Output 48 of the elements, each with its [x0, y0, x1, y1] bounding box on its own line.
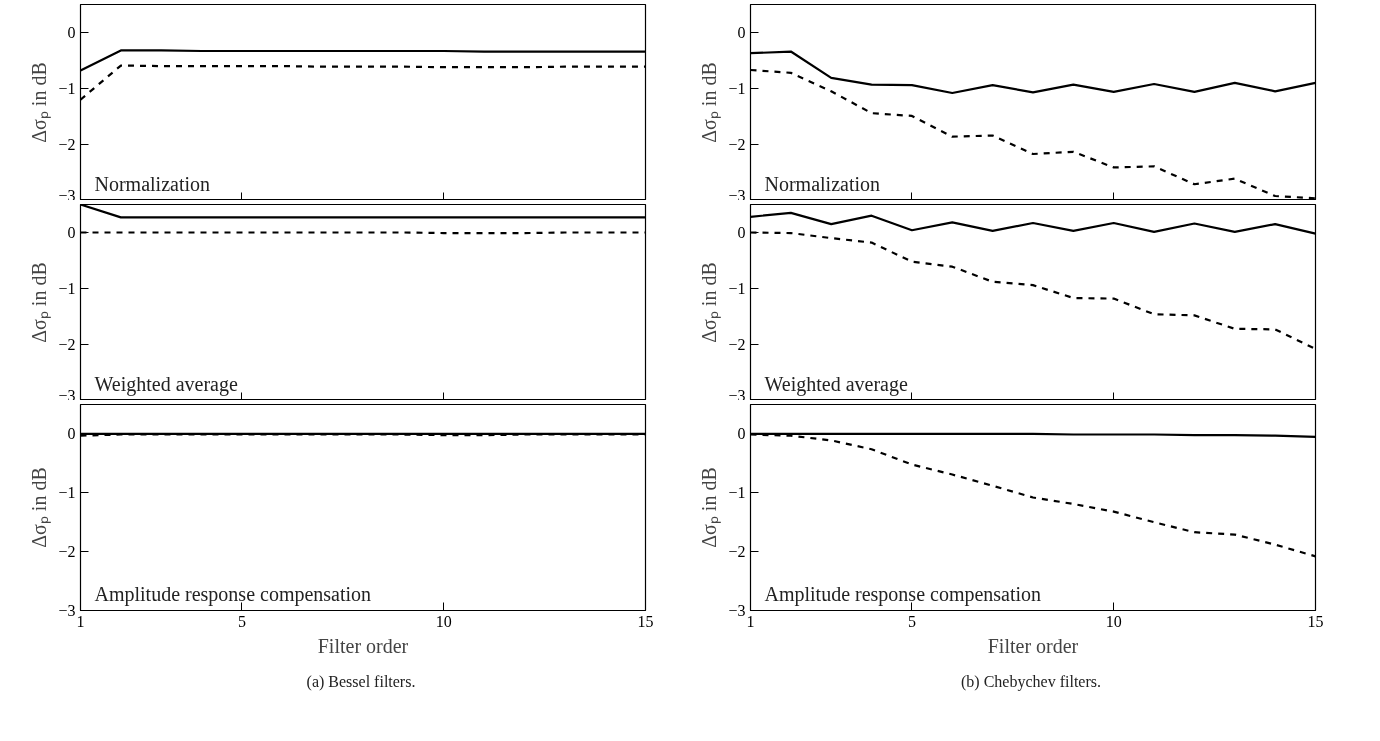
y-tick-label: −1: [728, 280, 746, 297]
text: (b) Chebychev filters.: [961, 672, 1101, 691]
y-tick-label: 0: [67, 24, 76, 41]
y-axis-title: Δσₚ in dB: [28, 62, 52, 143]
x-tick-label: 1: [746, 612, 755, 630]
y-tick-label: 0: [67, 224, 76, 241]
y-tick-label: −1: [58, 484, 76, 502]
y-tick-label: −3: [728, 602, 746, 619]
x-tick-label: 5: [237, 612, 246, 630]
x-tick-label: 5: [907, 612, 916, 630]
text: Weighted average: [94, 372, 238, 396]
text: (a) Bessel filters.: [306, 672, 416, 691]
x-axis-title: Filter order: [987, 634, 1079, 657]
text: Normalization: [764, 172, 881, 195]
text: Normalization: [94, 172, 211, 195]
y-tick-label: 0: [737, 24, 746, 41]
y-axis-title: Δσₚ in dB: [698, 62, 722, 143]
x-tick-label: 1: [76, 612, 85, 630]
x-axis-title: Filter order: [317, 634, 409, 657]
y-tick-label: −1: [728, 484, 746, 502]
y-tick-label: −2: [728, 543, 746, 561]
y-tick-label: −3: [728, 386, 746, 404]
y-tick-label: −1: [58, 280, 76, 297]
y-tick-label: 0: [737, 425, 746, 443]
y-tick-label: −2: [58, 543, 76, 561]
y-tick-label: −3: [58, 602, 76, 619]
y-axis-title: Δσₚ in dB: [28, 262, 52, 343]
y-tick-label: −3: [58, 386, 76, 404]
y-axis-title: Δσₚ in dB: [698, 467, 722, 548]
y-tick-label: −2: [58, 136, 76, 153]
y-tick-label: −2: [58, 336, 76, 353]
text: Amplitude response compensation: [764, 582, 1042, 606]
y-tick-label: −3: [58, 186, 76, 204]
text: Amplitude response compensation: [94, 582, 372, 606]
y-tick-label: 0: [67, 425, 76, 443]
x-tick-label: 15: [637, 612, 654, 630]
x-tick-label: 10: [1105, 612, 1122, 630]
text: Weighted average: [764, 372, 908, 396]
y-tick-label: −1: [58, 80, 76, 97]
x-tick-label: 15: [1307, 612, 1324, 630]
x-tick-label: 10: [435, 612, 452, 630]
y-tick-label: −1: [728, 80, 746, 97]
y-tick-label: 0: [737, 224, 746, 241]
y-axis-title: Δσₚ in dB: [28, 467, 52, 548]
y-tick-label: −3: [728, 186, 746, 204]
y-tick-label: −2: [728, 136, 746, 153]
y-tick-label: −2: [728, 336, 746, 353]
y-axis-title: Δσₚ in dB: [698, 262, 722, 343]
